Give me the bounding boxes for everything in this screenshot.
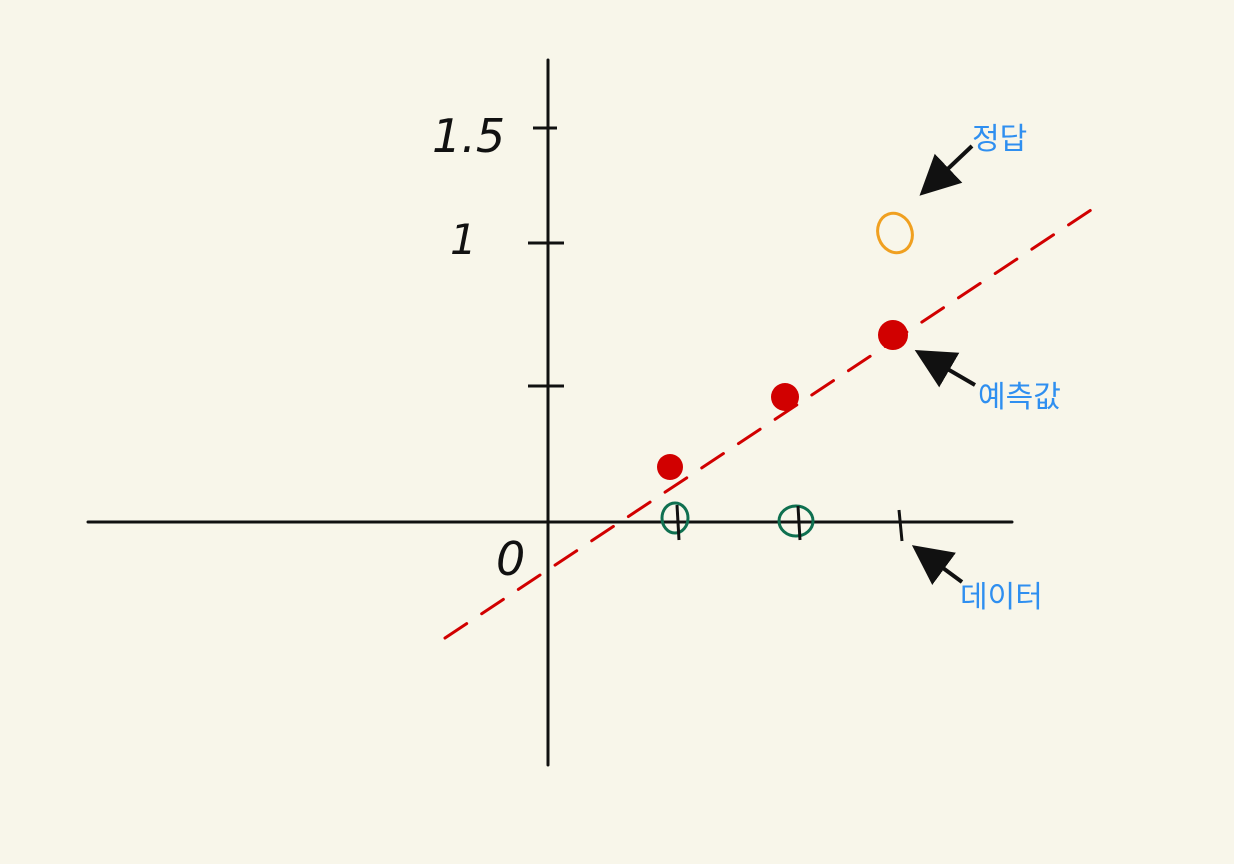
data-point-2 [777,504,815,538]
data-point-1 [660,501,690,535]
data-point-1-tick [675,504,681,541]
answer-point [876,211,914,255]
data-point-2-tick [796,505,802,541]
data-label: 데이터 [960,580,1043,615]
y-tick-label-1-5: 1.5 [432,109,505,163]
arrow-to-prediction [914,349,977,388]
x-tick-1 [897,509,904,542]
prediction-point-1 [657,454,683,480]
y-tick-label-1: 1 [450,215,477,264]
arrow-to-answer [919,144,974,196]
arrow-to-data [911,545,964,585]
prediction-label: 예측값 [978,380,1061,415]
origin-label: 0 [496,532,525,586]
answer-label: 정답 [972,122,1028,157]
prediction-point-3 [878,320,908,350]
prediction-point-2 [771,383,799,411]
